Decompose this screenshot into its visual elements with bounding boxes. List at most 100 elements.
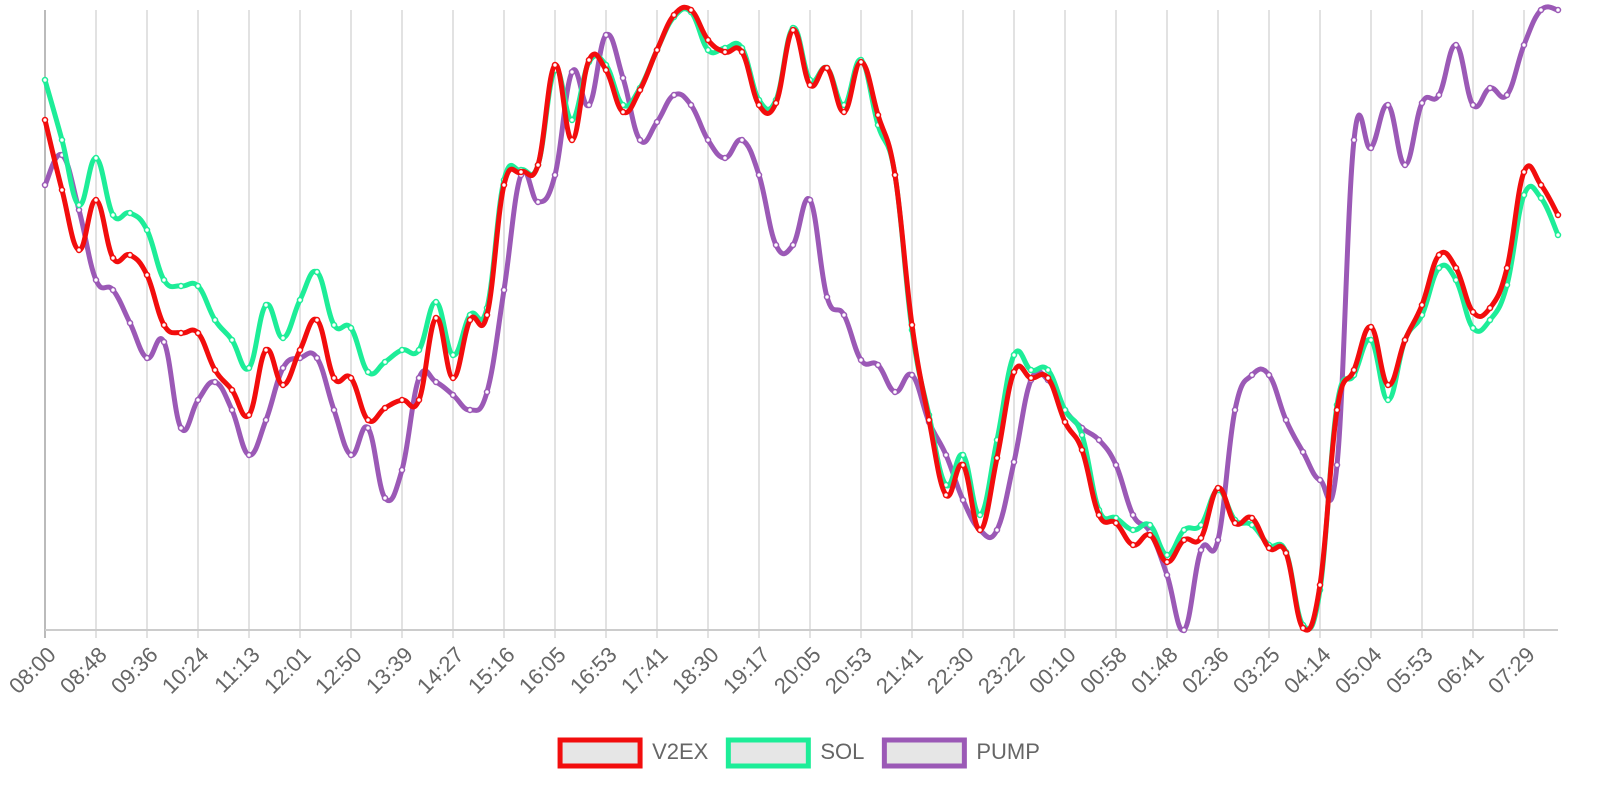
data-point [840,108,848,116]
data-point [1520,41,1528,49]
data-point [1129,541,1137,549]
data-point [687,101,695,109]
data-point [279,381,287,389]
data-point [1418,301,1426,309]
legend-swatch [557,737,643,769]
data-point [1231,519,1239,527]
data-point [398,396,406,404]
x-tick-label: 00:58 [1075,642,1132,699]
data-point [211,366,219,374]
x-tick-label: 12:50 [310,642,367,699]
data-point [143,271,151,279]
data-point [670,91,678,99]
data-point [1044,366,1052,374]
x-tick-label: 16:05 [514,642,571,699]
data-point [1078,431,1086,439]
data-point [160,321,168,329]
data-point [1452,41,1460,49]
data-point [1180,526,1188,534]
data-point [1435,91,1443,99]
data-point [1537,194,1545,202]
data-point [398,466,406,474]
data-point [1010,458,1018,466]
data-point [296,296,304,304]
legend-swatch [881,737,967,769]
data-point [364,368,372,376]
data-point [1384,101,1392,109]
data-point [857,356,865,364]
legend-label: PUMP [976,739,1040,764]
data-point [398,346,406,354]
data-point [449,351,457,359]
data-point [993,526,1001,534]
data-point [41,116,49,124]
data-point [874,361,882,369]
data-point [1112,461,1120,469]
data-point [1214,536,1222,544]
x-tick-label: 10:24 [157,642,214,699]
data-point [1265,544,1273,552]
data-point [789,241,797,249]
data-point [755,101,763,109]
x-tick-label: 02:36 [1177,642,1234,699]
x-tick-label: 05:04 [1330,642,1387,699]
data-point [568,136,576,144]
legend-item: V2EX [557,737,709,769]
data-point [959,496,967,504]
legend-label: SOL [820,739,864,764]
data-point [194,282,202,290]
data-point [1537,181,1545,189]
data-point [381,358,389,366]
data-point [1554,6,1562,14]
data-point [908,321,916,329]
data-point [1248,514,1256,522]
data-point [177,282,185,290]
data-point [1350,136,1358,144]
x-tick-label: 09:36 [106,642,163,699]
data-point [415,346,423,354]
x-tick-label: 07:29 [1483,642,1540,699]
data-point [313,316,321,324]
data-point [857,58,865,66]
data-point [143,226,151,234]
x-tick-label: 05:53 [1381,642,1438,699]
data-point [415,374,423,382]
data-point [92,196,100,204]
data-point [1180,626,1188,634]
data-point [1299,624,1307,632]
data-point [432,378,440,386]
legend-item: SOL [725,737,864,769]
x-tick-label: 00:10 [1024,642,1081,699]
data-point [891,388,899,396]
data-point [75,246,83,254]
data-point [1435,264,1443,272]
data-point [1112,519,1120,527]
data-point [109,211,117,219]
data-point [704,36,712,44]
data-point [772,241,780,249]
legend-item: PUMP [881,737,1040,769]
data-point [1095,436,1103,444]
series-line [42,6,1561,632]
data-point [1520,168,1528,176]
data-point [755,171,763,179]
data-point [585,101,593,109]
data-point [1486,84,1494,92]
data-point [551,61,559,69]
data-point [976,511,984,519]
x-tick-label: 03:25 [1228,642,1285,699]
data-point [1197,534,1205,542]
data-point [126,319,134,327]
series-line [42,4,1559,633]
data-point [75,201,83,209]
data-point [279,334,287,342]
data-point [1520,191,1528,199]
data-point [687,6,695,14]
x-tick-label: 08:48 [55,642,112,699]
data-point [41,76,49,84]
data-point [126,209,134,217]
data-point [160,338,168,346]
data-point [1061,418,1069,426]
data-point [1282,549,1290,557]
